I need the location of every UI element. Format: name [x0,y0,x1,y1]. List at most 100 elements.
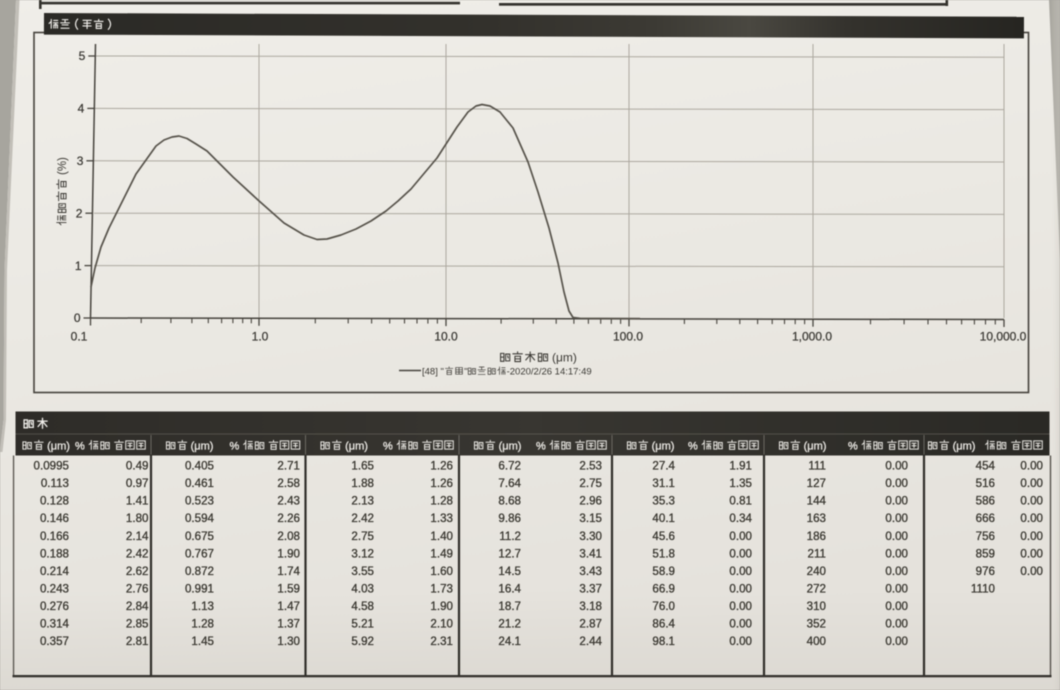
svg-text:0.991: 0.991 [185,583,214,596]
svg-text:163: 163 [807,512,826,525]
svg-text:2.44: 2.44 [579,635,602,648]
svg-text:1.73: 1.73 [430,583,453,596]
svg-text:1: 1 [75,259,82,273]
svg-text:(μm): (μm) [191,440,214,452]
svg-text:144: 144 [807,495,827,508]
svg-text:98.1: 98.1 [652,635,675,648]
svg-text:0.00: 0.00 [729,547,752,560]
svg-text:1.74: 1.74 [277,565,300,578]
svg-text:[48] ": [48] " [422,367,444,378]
svg-text:76.0: 76.0 [652,600,675,613]
svg-text:240: 240 [807,565,826,578]
svg-text:0.00: 0.00 [729,635,752,648]
svg-text:1.47: 1.47 [277,600,300,613]
svg-text:%: % [75,440,85,452]
svg-text:0.872: 0.872 [185,565,214,578]
svg-text:4: 4 [78,102,85,116]
svg-text:0.00: 0.00 [885,618,908,631]
svg-text:6.72: 6.72 [498,460,521,473]
svg-text:1110: 1110 [971,583,995,596]
svg-text:2.43: 2.43 [277,495,300,508]
svg-text:0.81: 0.81 [729,495,752,508]
svg-text:2.81: 2.81 [126,635,149,648]
svg-text:%: % [688,440,698,452]
svg-text:100.0: 100.0 [613,330,643,344]
svg-text:%: % [536,440,546,452]
svg-text:0: 0 [74,311,81,325]
svg-text:2.10: 2.10 [430,618,453,631]
svg-text:0.49: 0.49 [126,460,149,473]
svg-text:0.00: 0.00 [885,547,908,560]
svg-text:0.00: 0.00 [729,600,752,613]
svg-text:1.91: 1.91 [729,460,752,473]
svg-text:(μm): (μm) [552,351,577,365]
svg-text:0.00: 0.00 [1020,477,1043,490]
svg-text:0.128: 0.128 [40,495,69,508]
svg-text:2.96: 2.96 [579,495,602,508]
svg-text:1.28: 1.28 [191,618,214,631]
svg-text:0.00: 0.00 [885,600,908,613]
svg-text:1.59: 1.59 [277,583,300,596]
svg-text:58.9: 58.9 [652,565,675,578]
svg-text:12.7: 12.7 [498,547,521,560]
svg-text:127: 127 [807,477,826,490]
svg-text:(μm): (μm) [345,440,368,452]
svg-text:1.26: 1.26 [430,460,453,473]
svg-text:5.92: 5.92 [351,635,374,648]
svg-text:0.767: 0.767 [185,547,214,560]
svg-text:1.33: 1.33 [430,512,453,525]
svg-text:2.13: 2.13 [351,495,374,508]
svg-text:0.00: 0.00 [1020,547,1043,560]
svg-text:8.68: 8.68 [498,495,521,508]
svg-text:1.26: 1.26 [430,477,453,490]
svg-text:586: 586 [976,495,995,508]
svg-text:0.00: 0.00 [1020,565,1043,578]
svg-text:0.00: 0.00 [1020,460,1043,473]
svg-text:2.75: 2.75 [351,530,374,543]
svg-text:31.1: 31.1 [652,477,675,490]
svg-text:0.675: 0.675 [185,530,214,543]
svg-text:0.00: 0.00 [1020,512,1043,525]
svg-text:27.4: 27.4 [652,460,675,473]
svg-text:186: 186 [807,530,826,543]
svg-text:5: 5 [79,49,86,63]
svg-text:86.4: 86.4 [652,618,675,631]
svg-text:51.8: 51.8 [652,547,675,560]
svg-text:1.45: 1.45 [191,635,214,648]
svg-text:1.60: 1.60 [430,565,453,578]
svg-text:0.146: 0.146 [40,512,69,525]
svg-text:45.6: 45.6 [652,530,675,543]
svg-text:3: 3 [77,154,84,168]
svg-text:(μm): (μm) [652,440,675,452]
svg-text:0.00: 0.00 [885,583,908,596]
svg-text:0.00: 0.00 [1020,495,1043,508]
svg-text:%: % [383,440,393,452]
svg-text:2.14: 2.14 [126,530,149,543]
svg-text:0.594: 0.594 [185,512,215,525]
svg-text:859: 859 [976,547,995,560]
svg-text:3.55: 3.55 [351,565,374,578]
svg-text:0.00: 0.00 [885,477,908,490]
svg-text:3.43: 3.43 [579,565,602,578]
svg-text:3.12: 3.12 [351,547,374,560]
svg-text:0.00: 0.00 [729,530,752,543]
svg-text:4.03: 4.03 [351,583,374,596]
svg-text:(μm): (μm) [804,440,827,452]
svg-text:0.00: 0.00 [885,530,908,543]
svg-text:2.62: 2.62 [126,565,149,578]
svg-text:40.1: 40.1 [652,512,675,525]
svg-text:0.0995: 0.0995 [34,460,69,473]
svg-text:3.18: 3.18 [579,600,602,613]
svg-text:400: 400 [807,635,826,648]
svg-text:2.75: 2.75 [579,477,602,490]
svg-text:1.90: 1.90 [277,547,300,560]
svg-text:516: 516 [976,477,995,490]
svg-text:2.31: 2.31 [430,635,453,648]
svg-text:1.28: 1.28 [430,495,453,508]
svg-text:454: 454 [976,460,996,473]
svg-text:1,000.0: 1,000.0 [792,330,832,344]
svg-text:310: 310 [807,600,826,613]
svg-text:2.26: 2.26 [277,512,300,525]
svg-text:24.1: 24.1 [498,635,521,648]
svg-text:0.276: 0.276 [40,600,69,613]
